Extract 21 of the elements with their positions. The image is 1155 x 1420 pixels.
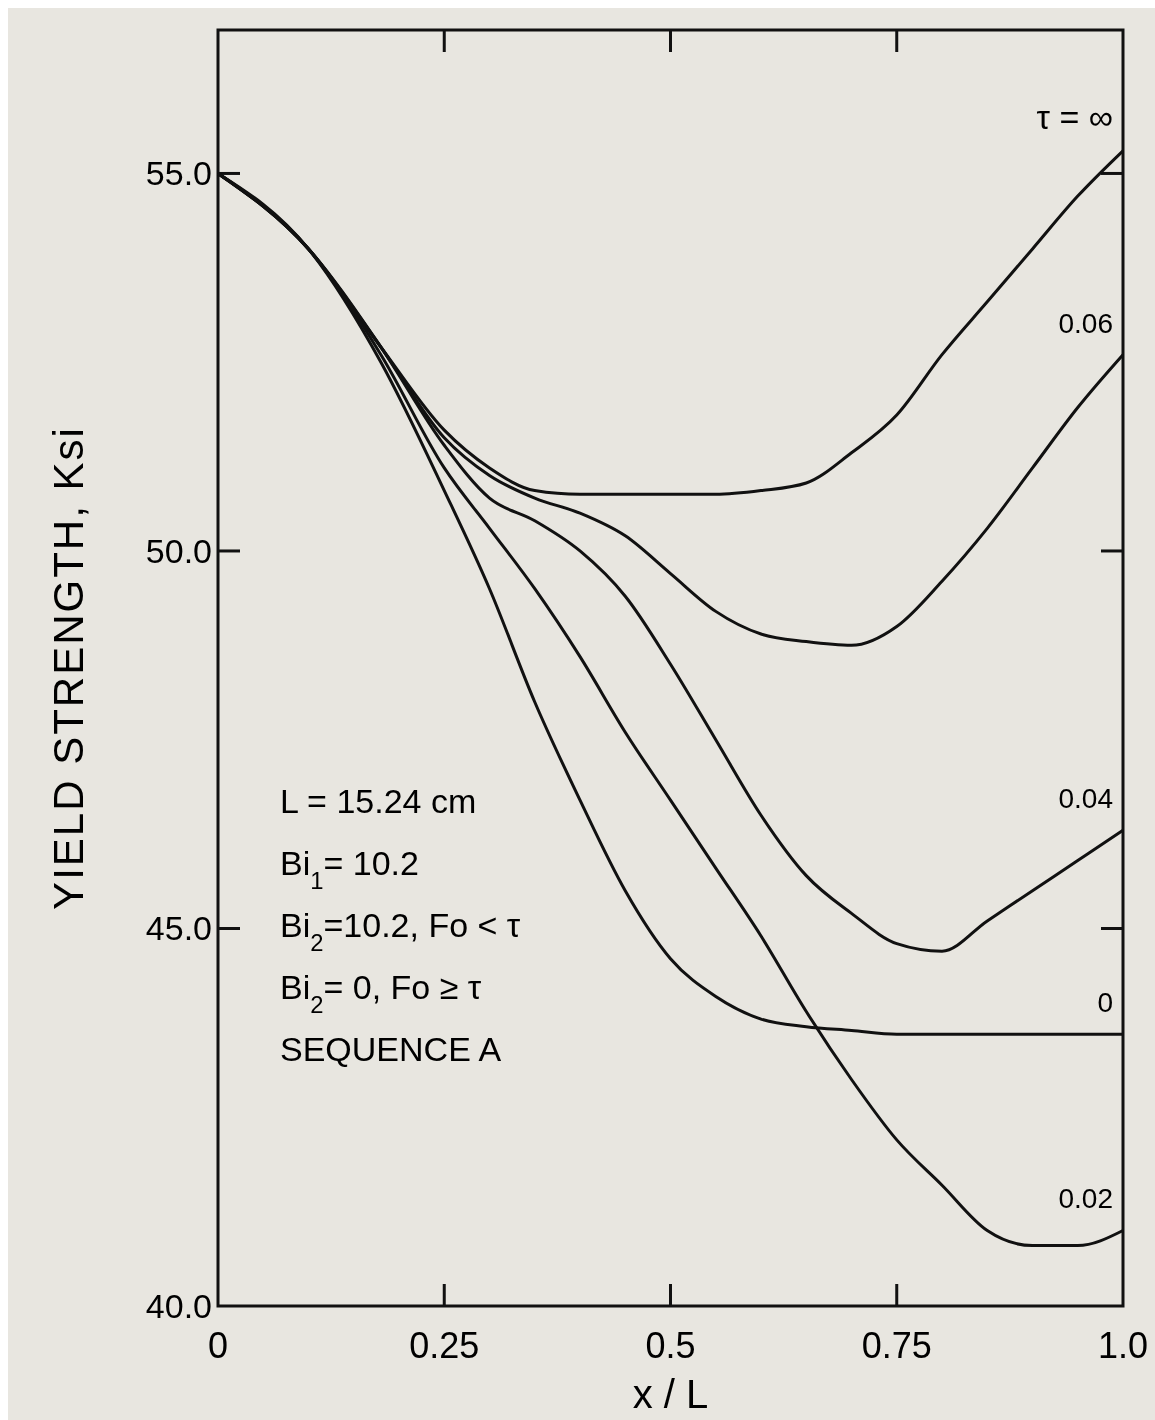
x-axis-title: x / L [632, 1372, 709, 1416]
annotation: Bi$_{1}$= 10.2 [280, 844, 419, 894]
y-tick: 40.0 [145, 1287, 212, 1325]
y-axis-title: YIELD STRENGTH, Ksi [45, 426, 92, 910]
annotation: Bi$_{2}$=10.2, Fo < τ [280, 906, 521, 956]
x-tick: 1.0 [1098, 1325, 1148, 1366]
x-tick-label: 0.75 [861, 1325, 932, 1366]
annotation: L = 15.24 cm [280, 782, 477, 820]
x-tick: 0 [208, 1325, 228, 1366]
x-tick-label: 0.5 [645, 1325, 696, 1366]
annotation: Bi$_{2}$= 0, Fo ≥ τ [280, 968, 482, 1018]
series-label: 0 [1097, 987, 1113, 1019]
annotation: SEQUENCE A [280, 1030, 502, 1068]
x-tick-label: 0.25 [409, 1325, 480, 1366]
series-label: τ = ∞ [1036, 97, 1113, 136]
series-label: 0.06 [1058, 307, 1113, 339]
y-tick-label: 55.0 [145, 154, 212, 193]
y-tick-label: 50.0 [145, 531, 212, 570]
series-label: 0.04 [1058, 783, 1113, 815]
y-tick-label: 45.0 [145, 909, 212, 948]
series-label: 0.02 [1058, 1183, 1113, 1215]
